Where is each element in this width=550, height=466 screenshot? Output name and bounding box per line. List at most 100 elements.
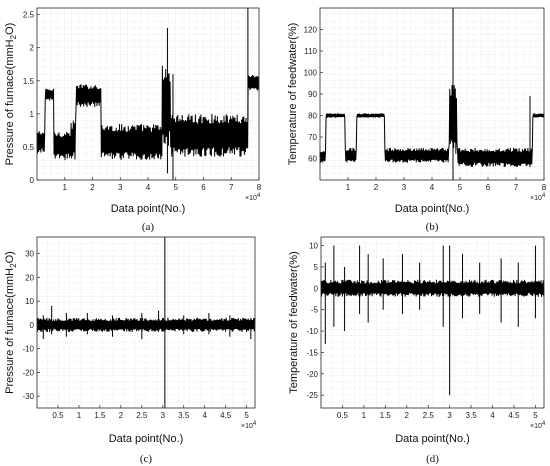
y-axis-label: Pressure of furnace(mmH2O) bbox=[4, 251, 18, 394]
x-tick-label: 6 bbox=[486, 183, 491, 192]
plot-frame bbox=[36, 236, 256, 409]
x-tick-label: 7 bbox=[229, 183, 234, 192]
y-axis-label-tail: O) bbox=[4, 251, 16, 263]
x-tick-label: 2 bbox=[119, 411, 124, 420]
panel-caption: (c) bbox=[140, 453, 153, 465]
x-tick-label: 8 bbox=[257, 183, 262, 192]
y-tick-label: -25 bbox=[306, 391, 318, 400]
y-tick-label: 80 bbox=[308, 112, 317, 121]
x-tick-label: 5 bbox=[244, 411, 249, 420]
x-tick-label: 2.5 bbox=[423, 411, 435, 420]
data-trace bbox=[36, 65, 260, 161]
x-tick-label: 4 bbox=[430, 183, 435, 192]
x-multiplier-exponent: 4 bbox=[253, 421, 257, 427]
x-tick-label: 1 bbox=[346, 183, 351, 192]
y-tick-label: 5 bbox=[314, 263, 319, 272]
y-tick-label: -20 bbox=[22, 368, 34, 377]
panel-caption: (d) bbox=[426, 453, 439, 465]
y-axis-label: Temperature of feedwater(%) bbox=[288, 251, 300, 393]
x-tick-label: 1.5 bbox=[94, 411, 106, 420]
x-tick-label: 4 bbox=[490, 411, 495, 420]
grid bbox=[320, 236, 545, 409]
x-tick-label: 3 bbox=[402, 183, 407, 192]
y-tick-label: -30 bbox=[22, 392, 34, 401]
y-tick-label: -10 bbox=[22, 345, 34, 354]
x-tick-label: 2 bbox=[90, 183, 95, 192]
x-tick-label: 1 bbox=[63, 183, 68, 192]
y-axis-label-main: Pressure of furnace(mmH bbox=[4, 268, 16, 394]
x-tick-label: 8 bbox=[542, 183, 547, 192]
panel-caption: (a) bbox=[142, 221, 155, 233]
y-tick-label: -20 bbox=[306, 370, 318, 379]
y-tick-label: 110 bbox=[304, 47, 317, 56]
y-tick-label: 60 bbox=[308, 155, 317, 164]
chart-panel-1: 1 2 3 4 5 6 7 8 0 0.5 1 1.5 2 2.5 ×104 Data point(No.) P… bbox=[4, 7, 262, 233]
y-tick-label: -15 bbox=[306, 348, 318, 357]
x-tick-label: 2 bbox=[405, 411, 410, 420]
x-tick-label: 3.5 bbox=[466, 411, 478, 420]
x-tick-label: 2 bbox=[374, 183, 379, 192]
x-tick-label: 4 bbox=[202, 411, 207, 420]
x-tick-label: 6 bbox=[201, 183, 206, 192]
y-tick-label: 100 bbox=[304, 69, 318, 78]
x-tick-label: 5 bbox=[174, 183, 179, 192]
x-multiplier-label: ×104 bbox=[241, 421, 257, 430]
y-axis-label-subscript: 2 bbox=[9, 263, 18, 268]
x-tick-label: 1.5 bbox=[380, 411, 392, 420]
x-tick-label: 5 bbox=[458, 183, 463, 192]
plot-frame bbox=[320, 236, 545, 409]
data-trace bbox=[319, 85, 545, 168]
data-trace bbox=[36, 317, 256, 333]
x-multiplier-label: ×104 bbox=[245, 193, 261, 202]
y-axis-label-subscript: 2 bbox=[9, 34, 18, 39]
y-tick-label: 1 bbox=[30, 110, 35, 119]
x-multiplier-label: ×104 bbox=[530, 421, 546, 430]
y-axis-label: Pressure of furnace(mmH2O) bbox=[4, 23, 18, 166]
x-tick-label: 4.5 bbox=[508, 411, 520, 420]
x-axis-label: Data point(No.) bbox=[111, 203, 186, 215]
x-tick-label: 0.5 bbox=[337, 411, 349, 420]
y-tick-label: 120 bbox=[304, 26, 318, 35]
x-tick-label: 3 bbox=[118, 183, 123, 192]
chart-panel-2: 1 2 3 4 5 6 7 8 60 70 80 90 100 110 120 ×104 Data point(… bbox=[287, 7, 547, 233]
y-tick-label: 2.5 bbox=[23, 11, 35, 20]
x-tick-label: 1 bbox=[77, 411, 82, 420]
x-tick-label: 4 bbox=[146, 183, 151, 192]
y-tick-label: 20 bbox=[25, 273, 34, 282]
x-tick-label: 0.5 bbox=[52, 411, 64, 420]
x-tick-label: 3.5 bbox=[178, 411, 190, 420]
x-tick-label: 4.5 bbox=[220, 411, 232, 420]
chart-panel-3: 0.5 1 1.5 2 2.5 3 3.5 4 4.5 5 -30 -20 -10 0 10 20 30 ×104… bbox=[4, 236, 257, 465]
x-multiplier-exponent: 4 bbox=[257, 193, 261, 199]
panel-caption: (b) bbox=[426, 221, 439, 233]
x-tick-label: 2.5 bbox=[136, 411, 148, 420]
x-multiplier-label: ×104 bbox=[530, 193, 546, 202]
y-tick-label: 90 bbox=[308, 90, 317, 99]
y-tick-label: -10 bbox=[306, 327, 318, 336]
y-tick-label: 10 bbox=[309, 242, 318, 251]
y-tick-label: 30 bbox=[25, 250, 34, 259]
x-axis-label: Data point(No.) bbox=[109, 433, 184, 445]
x-axis-label: Data point(No.) bbox=[395, 203, 470, 215]
y-tick-label: 0.5 bbox=[23, 143, 35, 152]
y-tick-label: 0 bbox=[314, 284, 319, 293]
x-tick-label: 3 bbox=[161, 411, 166, 420]
x-tick-label: 7 bbox=[514, 183, 519, 192]
x-tick-label: 5 bbox=[533, 411, 538, 420]
data-trace bbox=[320, 279, 545, 297]
y-axis-label-main: Pressure of furnace(mmH bbox=[4, 39, 16, 165]
y-tick-label: 70 bbox=[308, 133, 317, 142]
y-tick-label: 2 bbox=[30, 44, 35, 53]
x-tick-label: 1 bbox=[362, 411, 367, 420]
x-multiplier-exponent: 4 bbox=[542, 421, 546, 427]
y-tick-label: 1.5 bbox=[23, 77, 35, 86]
y-tick-label: 0 bbox=[30, 176, 35, 185]
x-axis-label: Data point(No.) bbox=[395, 433, 470, 445]
chart-panel-4: 0.5 1 1.5 2 2.5 3 3.5 4 4.5 5 -25 -20 -15 -10 -5 0 5 10 ×1… bbox=[288, 236, 546, 465]
y-axis-label-tail: O) bbox=[4, 23, 16, 35]
y-axis-label: Temperature of feedwater(%) bbox=[287, 23, 299, 165]
x-tick-label: 3 bbox=[447, 411, 452, 420]
y-tick-label: -5 bbox=[311, 306, 319, 315]
y-tick-label: 0 bbox=[30, 321, 35, 330]
